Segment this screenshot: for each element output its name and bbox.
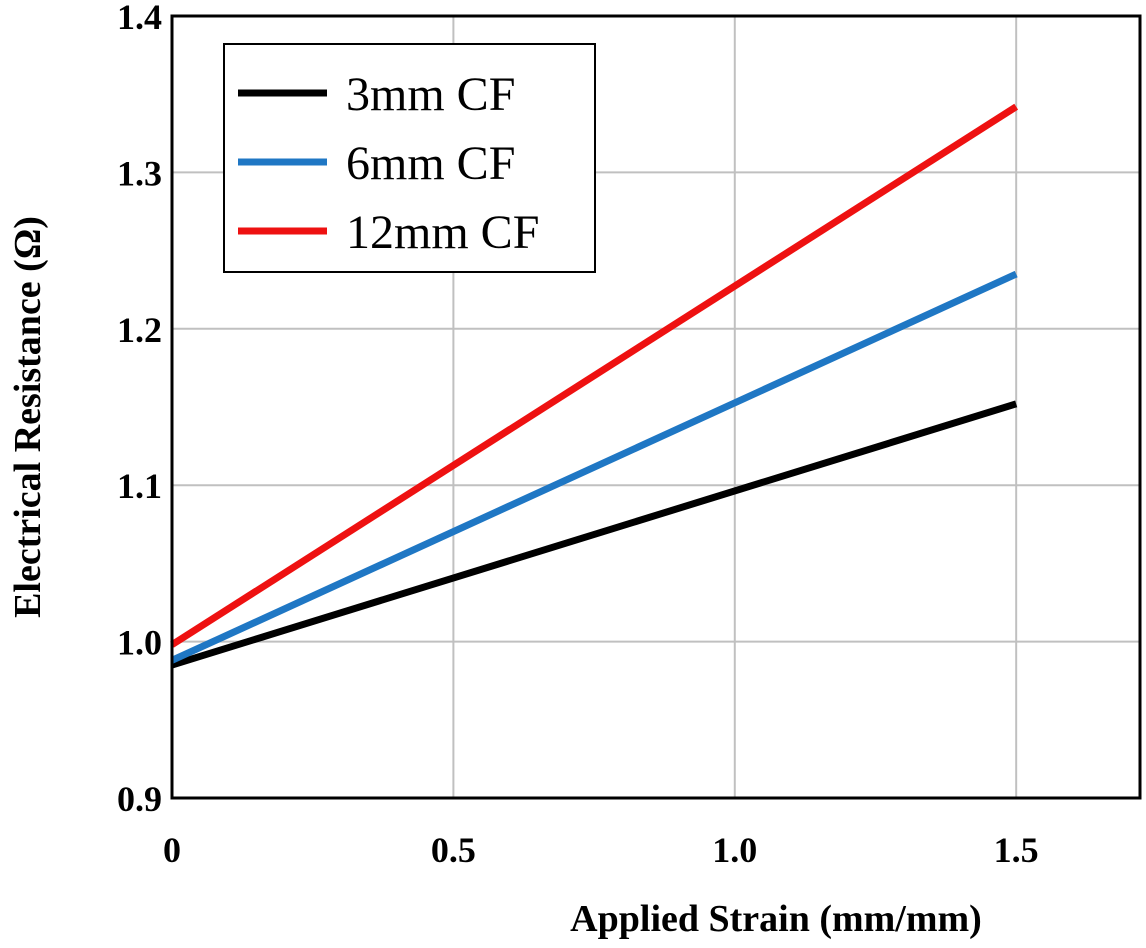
x-tick-labels: 0 0.5 1.0 1.5 [163, 830, 1039, 870]
y-tick-label: 1.1 [117, 466, 162, 506]
y-tick-label: 1.0 [117, 623, 162, 663]
y-axis-label: Electrical Resistance (Ω) [7, 216, 49, 618]
series-line-12mm-cf [170, 103, 1019, 648]
x-axis-label: Applied Strain (mm/mm) [570, 898, 982, 940]
plot-frame [170, 14, 1142, 800]
x-tick-label: 1.0 [712, 830, 757, 870]
x-tick-label: 1.5 [994, 830, 1039, 870]
legend-label: 6mm CF [346, 137, 515, 190]
series-line-6mm-cf [170, 270, 1018, 664]
legend-label: 12mm CF [346, 206, 539, 259]
legend: 3mm CF 6mm CF 12mm CF [223, 43, 596, 273]
x-tick-label: 0.5 [431, 830, 476, 870]
y-tick-label: 0.9 [117, 779, 162, 819]
series-line-3mm-cf [170, 400, 1018, 669]
y-tick-label: 1.2 [117, 310, 162, 350]
legend-label: 3mm CF [346, 68, 515, 121]
y-tick-label: 1.4 [117, 0, 162, 37]
y-tick-label: 1.3 [117, 153, 162, 193]
series-lines [170, 103, 1019, 669]
y-tick-labels: 0.9 1.0 1.1 1.2 1.3 1.4 [117, 0, 162, 819]
x-tick-label: 0 [163, 830, 181, 870]
